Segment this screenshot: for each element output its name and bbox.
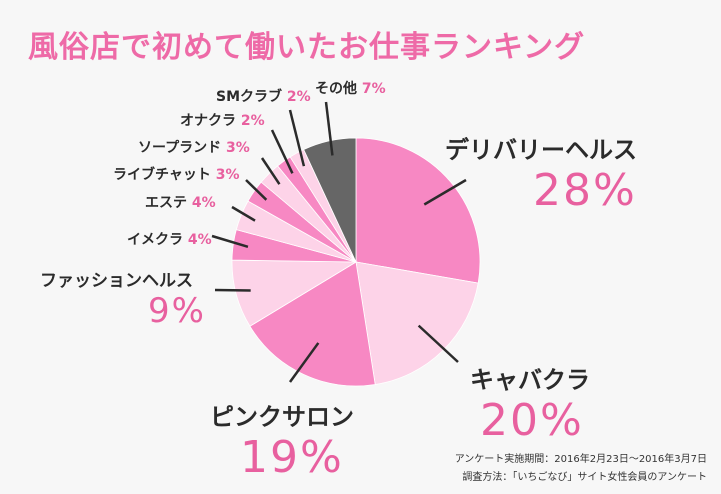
slice-name: エステ (145, 195, 187, 211)
pie-slice (355, 261, 479, 385)
slice-name: その他 (315, 81, 357, 97)
slice-label-onakura: オナクラ 2% (180, 110, 265, 130)
survey-period: アンケート実施期間：2016年2月23日〜2016年3月7日 (454, 454, 707, 465)
slice-name: ピンクサロン (210, 403, 354, 431)
leader-line (260, 157, 281, 185)
slice-name: ライブチャット (113, 167, 211, 183)
slice-percent: 2% (240, 113, 265, 129)
leader-line (417, 324, 459, 363)
leader-line (423, 178, 467, 206)
slice-label-delivery-health: デリバリーヘルス 28% (445, 130, 637, 216)
slice-name: イメクラ (127, 232, 183, 248)
chart-title: 風俗店で初めて働いたお仕事ランキング (28, 30, 586, 65)
slice-percent: 2% (286, 89, 311, 105)
slice-percent: 4% (187, 232, 212, 248)
slice-name: デリバリーヘルス (445, 136, 637, 164)
leader-line (288, 342, 320, 383)
slice-name: ファッションヘルス (40, 271, 193, 291)
slice-label-pink-salon: ピンクサロン 19% (210, 397, 354, 483)
slice-name: オナクラ (180, 113, 236, 129)
slice-percent: 4% (191, 195, 216, 211)
source-note: アンケート実施期間：2016年2月23日〜2016年3月7日 調査方法：「いちご… (455, 451, 707, 487)
leader-line (324, 101, 334, 156)
slice-percent: 9% (148, 291, 206, 331)
slice-name: キャバクラ (470, 366, 590, 394)
slice-percent: 3% (226, 140, 250, 156)
slice-percent: 3% (215, 167, 240, 183)
pie-slice (303, 137, 357, 263)
leader-line (231, 205, 256, 222)
leader-line (245, 179, 268, 201)
slice-percent: 7% (361, 81, 386, 97)
slice-percent: 19% (240, 432, 344, 483)
pie-slice (249, 261, 376, 387)
slice-label-fashion-health: ファッションヘルス 9% (40, 266, 206, 331)
leader-line (288, 109, 306, 167)
leader-line (214, 288, 251, 292)
slice-label-imekura: イメクラ 4% (127, 229, 212, 249)
slice-label-esthe: エステ 4% (145, 192, 216, 212)
slice-name: SMクラブ (216, 89, 283, 105)
slice-label-soapland: ソープランド 3% (138, 137, 250, 157)
slice-percent: 20% (480, 395, 584, 446)
slice-percent: 28% (533, 165, 637, 216)
pie-slice (355, 137, 481, 284)
slice-label-other: その他 7% (315, 78, 386, 98)
slice-name: ソープランド (138, 140, 222, 156)
slice-label-sm-club: SMクラブ 2% (216, 86, 311, 106)
survey-method: 調査方法：「いちごなび」サイト女性会員のアンケート (462, 472, 707, 483)
slice-label-live-chat: ライブチャット 3% (113, 164, 240, 184)
leader-line (270, 129, 294, 174)
slice-label-cabaret: キャバクラ 20% (470, 360, 590, 446)
leader-line (211, 234, 249, 248)
